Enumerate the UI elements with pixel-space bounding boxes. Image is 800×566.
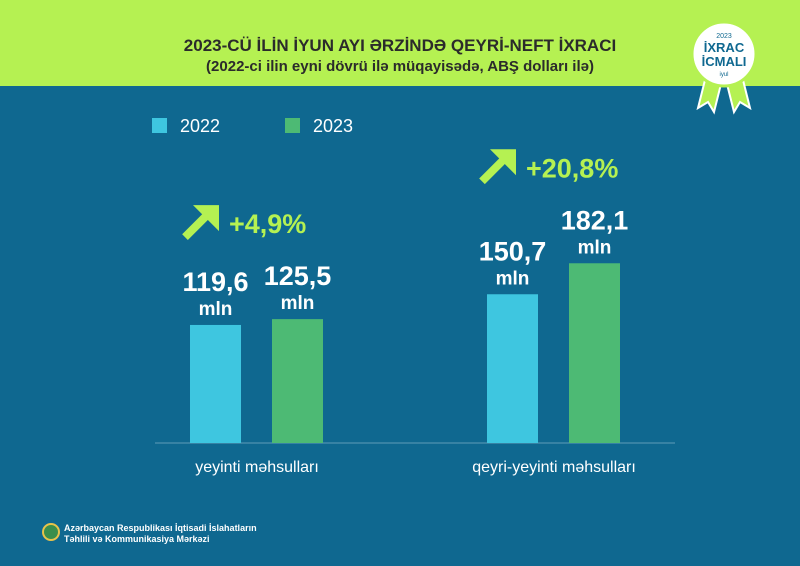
legend-label-2023: 2023 (313, 116, 353, 136)
svg-text:İXRAC: İXRAC (704, 40, 745, 55)
legend-label-2022: 2022 (180, 116, 220, 136)
category-label: qeyri-yeyinti məhsulları (472, 459, 636, 476)
header-banner: 2023-CÜ İLİN İYUN AYI ƏRZİNDƏ QEYRİ-NEFT… (0, 0, 800, 86)
data-label-unit: mln (496, 268, 530, 289)
bar-2022-1 (487, 294, 538, 443)
chart-subtitle: (2022-ci ilin eyni dövrü ilə müqayisədə,… (206, 58, 594, 75)
footer-org: Azərbaycan Respublikası İqtisadi İslahat… (64, 523, 257, 545)
bar-2022-0 (190, 324, 241, 443)
badge-logo: 2023 İXRAC İCMALI iyul (690, 20, 758, 115)
data-label-unit: mln (199, 299, 233, 320)
legend-swatch-2023 (285, 118, 300, 133)
bar-2023-0 (272, 319, 323, 443)
data-label-value: 125,5 (264, 261, 332, 291)
data-label-unit: mln (281, 293, 315, 314)
footer-line1: Azərbaycan Respublikası İqtisadi İslahat… (64, 523, 257, 533)
chart-title: 2023-CÜ İLİN İYUN AYI ƏRZİNDƏ QEYRİ-NEFT… (183, 36, 617, 55)
footer-line2: Təhlili və Kommunikasiya Mərkəzi (64, 534, 210, 544)
svg-text:2023: 2023 (716, 33, 732, 40)
data-label-value: 119,6 (182, 267, 248, 297)
data-label-value: 150,7 (479, 236, 547, 266)
data-label-value: 182,1 (561, 205, 629, 235)
legend-swatch-2022 (152, 118, 167, 133)
change-label: +20,8% (526, 153, 618, 183)
data-label-unit: mln (578, 237, 612, 258)
bar-2023-1 (569, 263, 620, 443)
up-arrow-head-icon (193, 205, 219, 232)
svg-text:İCMALI: İCMALI (702, 54, 747, 69)
emblem-icon (42, 523, 60, 541)
up-arrow-head-icon (490, 149, 516, 176)
change-label: +4,9% (229, 209, 306, 239)
category-label: yeyinti məhsulları (195, 459, 319, 476)
svg-text:iyul: iyul (719, 72, 728, 78)
